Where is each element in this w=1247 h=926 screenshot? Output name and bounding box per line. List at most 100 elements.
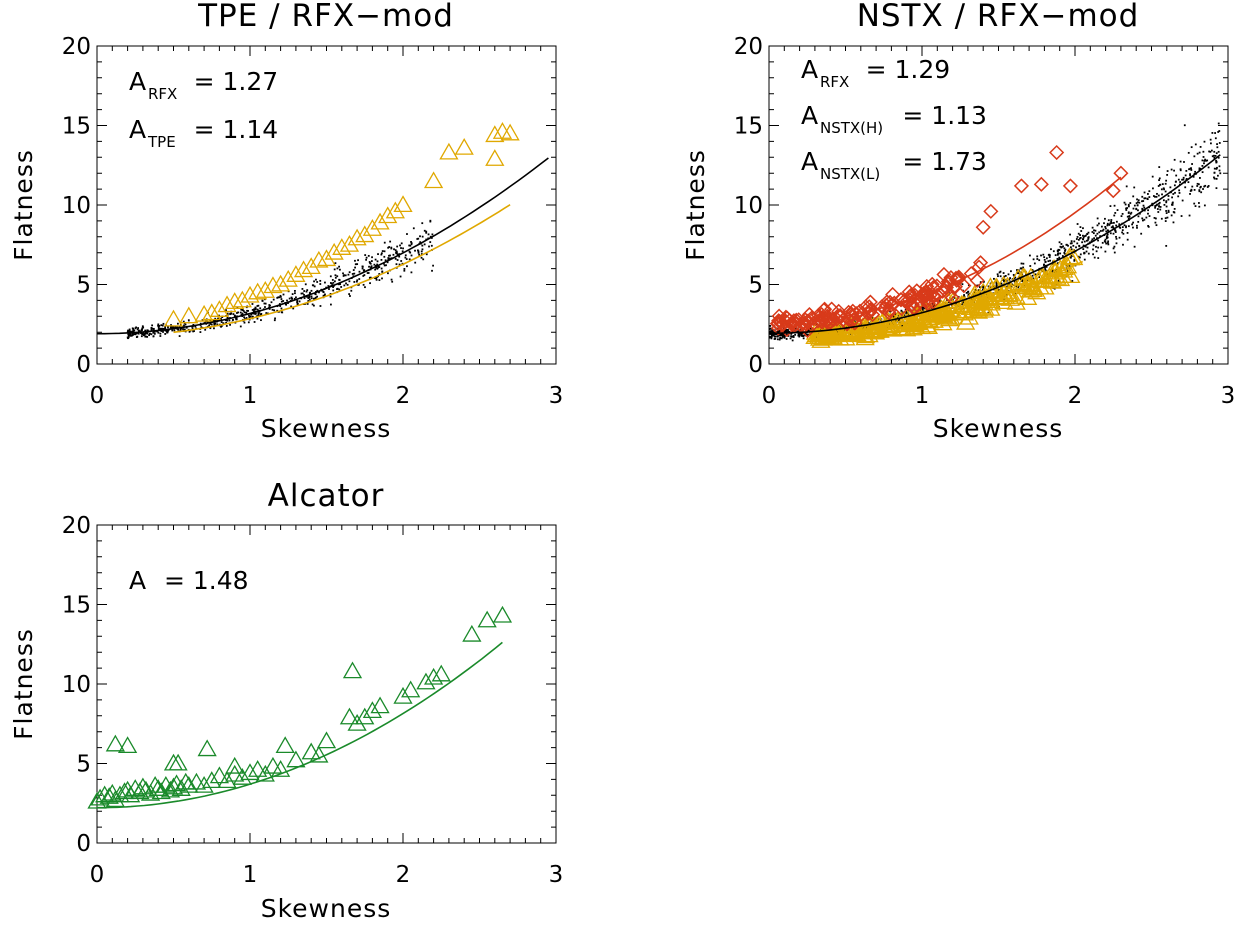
fit-curve — [776, 176, 1122, 324]
data-point-dot — [425, 230, 428, 233]
data-point-dot — [1156, 208, 1159, 210]
data-point-dot — [1094, 234, 1097, 237]
data-point-diamond — [848, 305, 864, 322]
data-point-dot — [898, 314, 900, 317]
data-point-dot — [1174, 191, 1176, 194]
data-point-dot — [316, 281, 319, 283]
data-point-dot — [126, 331, 129, 333]
data-point-dot — [1182, 178, 1185, 181]
data-point-dot — [981, 288, 984, 291]
data-point-dot — [1045, 265, 1048, 268]
data-point-diamond — [1049, 144, 1065, 161]
data-point-dot — [1159, 206, 1162, 208]
data-point-dot — [1157, 211, 1160, 213]
data-point-dot — [1058, 241, 1061, 244]
data-point-diamond — [770, 315, 786, 331]
data-point-dot — [199, 331, 202, 333]
data-point-dot — [1167, 211, 1170, 213]
data-point-dot — [1151, 175, 1154, 178]
data-point-dot — [245, 311, 248, 314]
data-point-dot — [1000, 282, 1003, 285]
y-tick-label: 15 — [734, 114, 763, 140]
data-point-dot — [768, 328, 771, 330]
data-point-dot — [323, 294, 326, 297]
data-point-dot — [769, 325, 772, 327]
data-point-dot — [769, 336, 772, 338]
data-point-dot — [782, 333, 785, 336]
data-point-triangle — [342, 661, 363, 679]
data-point-dot — [1079, 226, 1082, 229]
data-point-dot — [982, 286, 985, 289]
data-point-dot — [1093, 229, 1095, 232]
data-point-dot — [1215, 187, 1218, 190]
data-point-dot — [1215, 177, 1218, 180]
data-point-dot — [314, 296, 317, 299]
data-point-dot — [1203, 160, 1206, 162]
data-point-dot — [901, 324, 904, 327]
data-point-dot — [157, 326, 160, 329]
data-point-dot — [778, 334, 781, 337]
data-point-dot — [376, 267, 379, 270]
data-point-dot — [276, 296, 279, 299]
data-point-triangle — [393, 686, 413, 704]
data-point-dot — [301, 292, 304, 295]
data-point-dot — [1154, 221, 1157, 224]
data-point-dot — [776, 335, 779, 338]
data-point-diamond — [797, 312, 813, 328]
data-point-dot — [313, 285, 316, 288]
data-point-dot — [296, 301, 298, 304]
data-point-dot — [149, 332, 151, 335]
data-point-dot — [421, 222, 424, 225]
annotation-value: = 1.13 — [902, 101, 987, 130]
data-point-dot — [367, 254, 370, 257]
tick-labels: 0 1 2 3 0 5 10 15 20 — [62, 513, 564, 888]
data-point-triangle — [194, 775, 214, 793]
data-point-dot — [1043, 256, 1046, 259]
data-point-dot — [1096, 232, 1099, 235]
data-point-dot — [304, 283, 307, 286]
data-point-triangle — [145, 775, 165, 793]
data-point-dot — [408, 250, 411, 253]
annotation-subscript: NSTX(H) — [820, 119, 883, 137]
data-point-dot — [1157, 194, 1160, 197]
data-point-dot — [128, 334, 131, 337]
data-point-dot — [403, 269, 406, 272]
panel-tpe-rfx: TPE / RFX−mod Skewness Flatness 0 1 2 3 0 5 10… — [9, 0, 563, 443]
data-point-dot — [374, 277, 376, 279]
data-point-dot — [1133, 204, 1136, 207]
data-point-triangle — [255, 281, 275, 298]
data-point-dot — [1214, 154, 1217, 157]
data-point-dot — [1207, 185, 1210, 187]
data-point-dot — [1121, 212, 1124, 215]
data-point-triangle — [275, 736, 295, 754]
data-point-dot — [220, 317, 222, 320]
data-point-dot — [1218, 130, 1221, 132]
data-point-dot — [425, 253, 428, 256]
data-point-dot — [1098, 231, 1101, 234]
data-point-dot — [1125, 225, 1127, 228]
data-point-dot — [1167, 198, 1170, 201]
data-point-dot — [1060, 243, 1063, 245]
data-point-dot — [1086, 246, 1089, 249]
data-point-dot — [390, 278, 393, 281]
data-point-dot — [1131, 223, 1134, 226]
data-point-dot — [1107, 241, 1109, 244]
data-point-triangle — [105, 734, 125, 752]
data-point-dot — [1033, 262, 1036, 265]
data-point-dot — [1082, 244, 1085, 247]
data-point-dot — [394, 257, 397, 260]
data-point-dot — [967, 293, 970, 296]
data-point-dot — [338, 279, 341, 281]
data-point-dot — [305, 290, 308, 293]
data-point-dot — [1201, 171, 1204, 174]
data-point-dot — [1167, 209, 1170, 212]
data-point-triangle — [232, 290, 252, 308]
data-point-diamond — [938, 279, 954, 295]
data-point-dot — [412, 227, 415, 230]
data-point-dot — [136, 328, 139, 331]
data-point-dot — [358, 270, 361, 273]
data-point-dot — [1179, 181, 1182, 183]
data-point-triangle — [339, 234, 360, 252]
data-point-dot — [358, 278, 361, 280]
data-point-dot — [787, 330, 790, 333]
